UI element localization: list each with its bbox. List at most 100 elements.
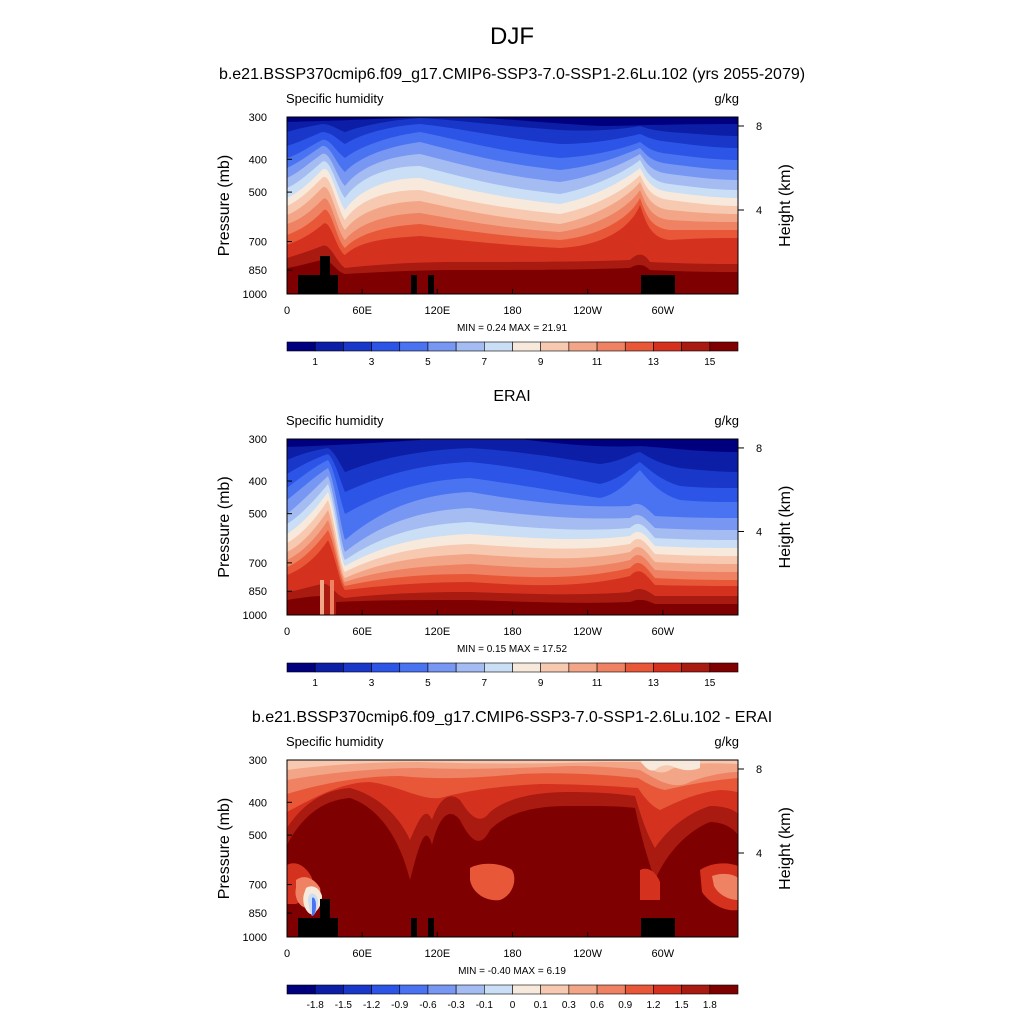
y-tick-label: 400 (249, 154, 267, 166)
x-tick-label: 60E (352, 626, 372, 638)
y-tick-label: 300 (249, 755, 267, 767)
variable-label: Specific humidity (286, 413, 384, 428)
colorbar-label: 11 (592, 357, 603, 368)
y-tick-label: 700 (249, 558, 267, 570)
colorbar-swatch (371, 341, 401, 352)
height-tick-label: 8 (756, 764, 762, 776)
colorbar-swatch (709, 341, 739, 352)
colorbar-label: 11 (592, 678, 603, 689)
min-max-stats: MIN = 0.15 MAX = 17.52 (457, 644, 567, 655)
y-tick-label: 500 (249, 187, 267, 199)
colorbar-swatch (709, 984, 739, 995)
height-tick-label: 4 (756, 848, 762, 860)
y-axis-label: Pressure (mb) (216, 798, 233, 899)
colorbar-swatch (314, 662, 344, 673)
min-max-stats: MIN = 0.24 MAX = 21.91 (457, 323, 567, 334)
y-axis-label: Pressure (mb) (216, 476, 233, 577)
colorbar-swatch (568, 662, 598, 673)
y-tick-label: 700 (249, 880, 267, 892)
colorbar-label: 13 (648, 678, 660, 689)
colorbar-label: 0.1 (534, 1000, 548, 1011)
colorbar: -1.8 -1.5 -1.2 -0.9 -0.6 -0.3 -0.1 0 0.1 0.3 0.6 0.… (286, 984, 739, 1011)
y-tick-label: 700 (249, 237, 267, 249)
colorbar-label: 15 (704, 678, 716, 689)
colorbar-label: 3 (369, 357, 375, 368)
panel-title: ERAI (493, 388, 530, 405)
colorbar-swatch (455, 984, 485, 995)
colorbar-label: -0.1 (476, 1000, 494, 1011)
colorbar-swatch (624, 984, 654, 995)
x-tick-label: 0 (284, 948, 290, 960)
colorbar-swatch (653, 662, 682, 673)
x-tick-label: 60W (652, 626, 675, 638)
units-label: g/kg (714, 413, 739, 428)
colorbar-swatch (399, 662, 429, 673)
x-tick-label: 120W (573, 305, 602, 317)
colorbar-swatch (540, 341, 570, 352)
colorbar-swatch (455, 662, 485, 673)
colorbar-label: 7 (482, 357, 488, 368)
colorbar-swatch (681, 662, 711, 673)
colorbar-label: 9 (538, 678, 544, 689)
x-tick-label: 180 (503, 626, 521, 638)
x-tick-label: 120E (424, 948, 450, 960)
height-tick-label: 4 (756, 526, 762, 538)
figure-title: DJF (490, 23, 534, 50)
contour-field (287, 760, 738, 937)
x-tick-label: 0 (284, 626, 290, 638)
x-tick-label: 120E (424, 626, 450, 638)
variable-label: Specific humidity (286, 91, 384, 106)
colorbar-swatch (399, 984, 429, 995)
colorbar-swatch (427, 984, 457, 995)
colorbar-label: -1.8 (307, 1000, 325, 1011)
colorbar-swatch (286, 662, 316, 673)
colorbar-swatch (371, 984, 401, 995)
colorbar-label: 0.9 (618, 1000, 632, 1011)
y-tick-label: 850 (249, 586, 267, 598)
colorbar-swatch (653, 341, 682, 352)
units-label: g/kg (714, 734, 739, 749)
colorbar-label: -0.6 (419, 1000, 437, 1011)
colorbar-swatch (314, 341, 344, 352)
colorbar-label: 9 (538, 357, 544, 368)
colorbar-label: -1.5 (335, 1000, 353, 1011)
colorbar: 1 3 5 7 9 11 13 15 (286, 662, 739, 689)
colorbar-label: 3 (369, 678, 375, 689)
panel-difference: b.e21.BSSP370cmip6.f09_g17.CMIP6-SSP3-7.… (216, 709, 794, 1011)
colorbar: 1 3 5 7 9 11 13 15 (286, 341, 739, 368)
colorbar-swatch (455, 341, 485, 352)
colorbar-swatch (343, 662, 372, 673)
x-tick-label: 60W (652, 948, 675, 960)
height-tick-label: 8 (756, 443, 762, 455)
colorbar-label: 1.8 (703, 1000, 717, 1011)
colorbar-label: 1 (312, 678, 318, 689)
height-tick-label: 8 (756, 121, 762, 133)
panel-erai: ERAI Specific humidity g/kg 0 60 (216, 388, 794, 689)
colorbar-swatch (286, 341, 316, 352)
panel-model: b.e21.BSSP370cmip6.f09_g17.CMIP6-SSP3-7.… (216, 66, 805, 368)
x-tick-label: 60E (352, 948, 372, 960)
colorbar-label: 1 (312, 357, 318, 368)
y-tick-label: 850 (249, 908, 267, 920)
terrain-mask (298, 899, 675, 937)
axes: 0 60E 120E 180 120W 60W 300 400 500 700 850 1000 8 4 P… (216, 434, 794, 638)
x-tick-label: 0 (284, 305, 290, 317)
height-axis-label: Height (km) (777, 486, 794, 569)
y-tick-label: 400 (249, 476, 267, 488)
colorbar-swatch (653, 984, 682, 995)
y-tick-label: 500 (249, 830, 267, 842)
panel-title: b.e21.BSSP370cmip6.f09_g17.CMIP6-SSP3-7.… (252, 709, 772, 726)
colorbar-label: 1.5 (675, 1000, 689, 1011)
colorbar-swatch (427, 341, 457, 352)
y-tick-label: 1000 (243, 610, 267, 622)
contour-field (287, 117, 738, 294)
colorbar-swatch (399, 341, 429, 352)
colorbar-swatch (709, 662, 739, 673)
colorbar-swatch (286, 984, 316, 995)
terrain-mask (298, 256, 675, 294)
colorbar-swatch (540, 984, 570, 995)
colorbar-swatch (540, 662, 570, 673)
colorbar-label: 15 (704, 357, 716, 368)
colorbar-swatch (596, 984, 626, 995)
